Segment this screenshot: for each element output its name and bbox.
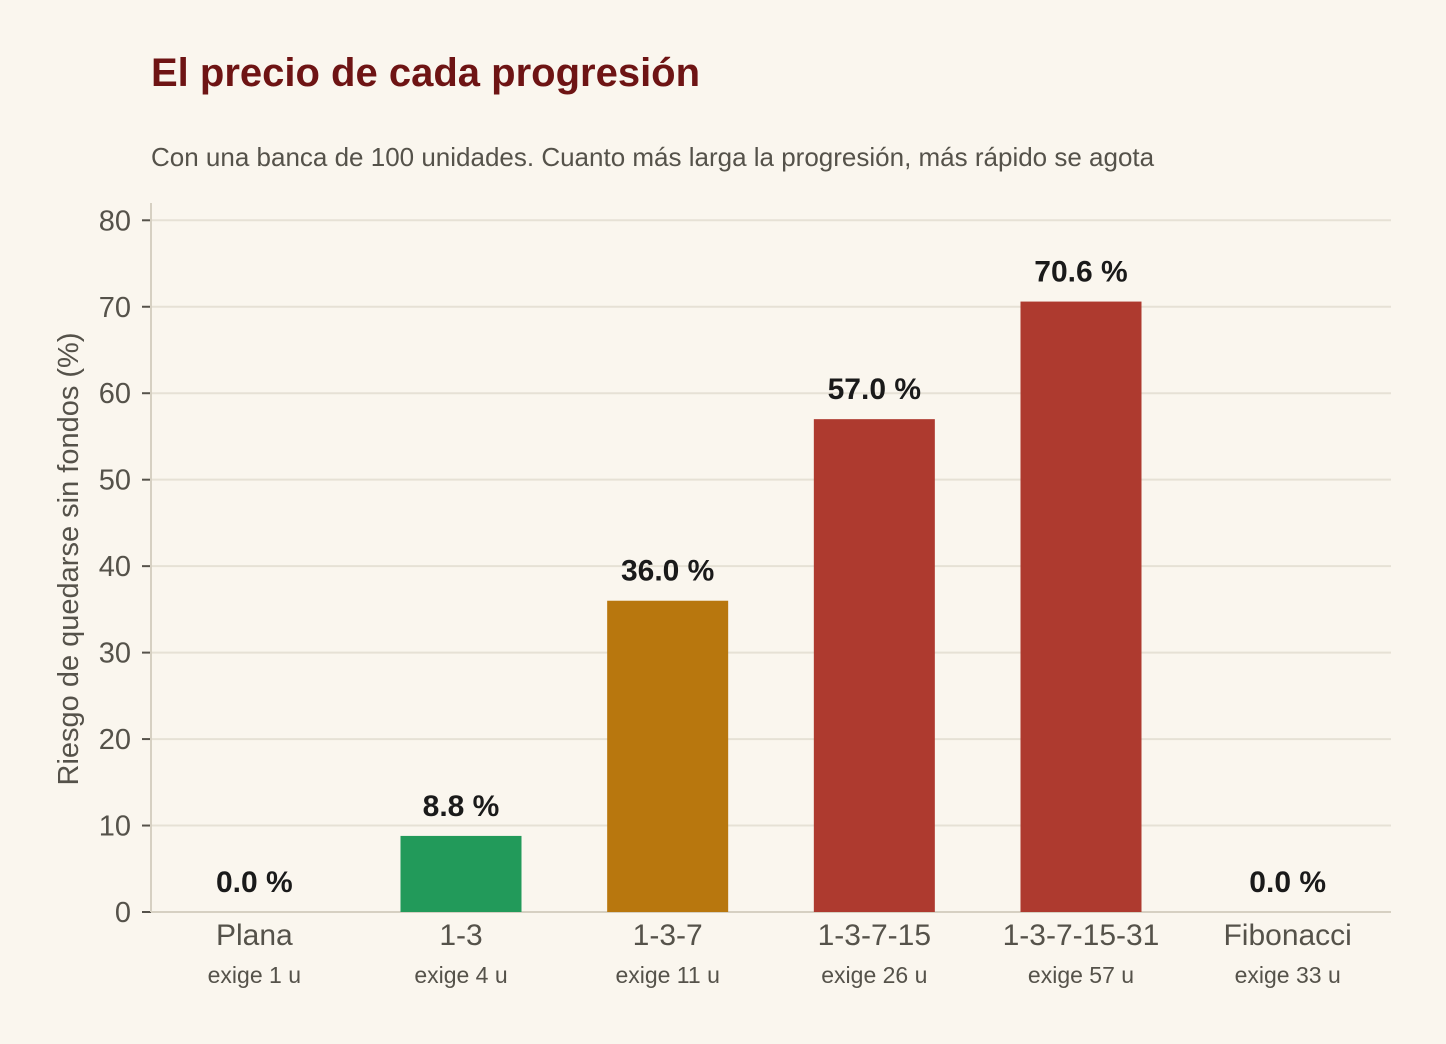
x-tick-label: 1-3-7-15 <box>818 919 931 952</box>
x-tick-sublabel: exige 33 u <box>1235 962 1341 988</box>
x-tick-label: 1-3-7-15-31 <box>1003 919 1160 952</box>
x-tick-sublabel: exige 57 u <box>1028 962 1134 988</box>
y-tick-label: 20 <box>99 724 131 756</box>
bar-value-label: 70.6 % <box>1034 256 1127 289</box>
bar <box>400 835 522 912</box>
x-tick-label: 1-3 <box>439 919 482 952</box>
bar-value-label: 36.0 % <box>621 555 714 588</box>
x-tick-label: 1-3-7 <box>633 919 703 952</box>
x-tick-sublabel: exige 4 u <box>414 962 507 988</box>
y-tick-label: 10 <box>99 811 131 843</box>
bar <box>1020 301 1142 912</box>
y-tick-label: 70 <box>99 292 131 324</box>
y-tick-label: 30 <box>99 638 131 670</box>
x-tick-label: Fibonacci <box>1223 919 1351 952</box>
axes: 0 10 20 30 40 50 60 70 80 <box>99 203 1391 929</box>
x-tick-sublabel: exige 11 u <box>615 962 719 988</box>
bar-value-label: 0.0 % <box>216 866 293 899</box>
x-tick-sublabel: exige 26 u <box>821 962 927 988</box>
y-tick-label: 40 <box>99 551 131 583</box>
y-tick-label: 80 <box>99 205 131 237</box>
bar <box>813 419 935 912</box>
bars <box>400 301 1142 912</box>
chart-title: El precio de cada progresión <box>151 51 700 95</box>
y-tick-label: 0 <box>115 897 131 929</box>
chart-subtitle: Con una banca de 100 unidades. Cuanto má… <box>151 142 1155 172</box>
bar-value-label: 8.8 % <box>423 790 500 823</box>
bar <box>607 600 729 912</box>
grid-lines <box>151 219 1391 827</box>
y-axis-label: Riesgo de quedarse sin fondos (%) <box>53 333 85 786</box>
x-tick-label: Plana <box>216 919 293 952</box>
x-tick-sublabel: exige 1 u <box>208 962 301 988</box>
data-labels: 0.0 % Plana exige 1 u 8.8 % 1-3 exige 4 u 36.0… <box>208 256 1352 988</box>
y-tick-label: 50 <box>99 465 131 497</box>
bar-value-label: 0.0 % <box>1249 866 1326 899</box>
y-tick-label: 60 <box>99 378 131 410</box>
bar-value-label: 57.0 % <box>828 373 921 406</box>
